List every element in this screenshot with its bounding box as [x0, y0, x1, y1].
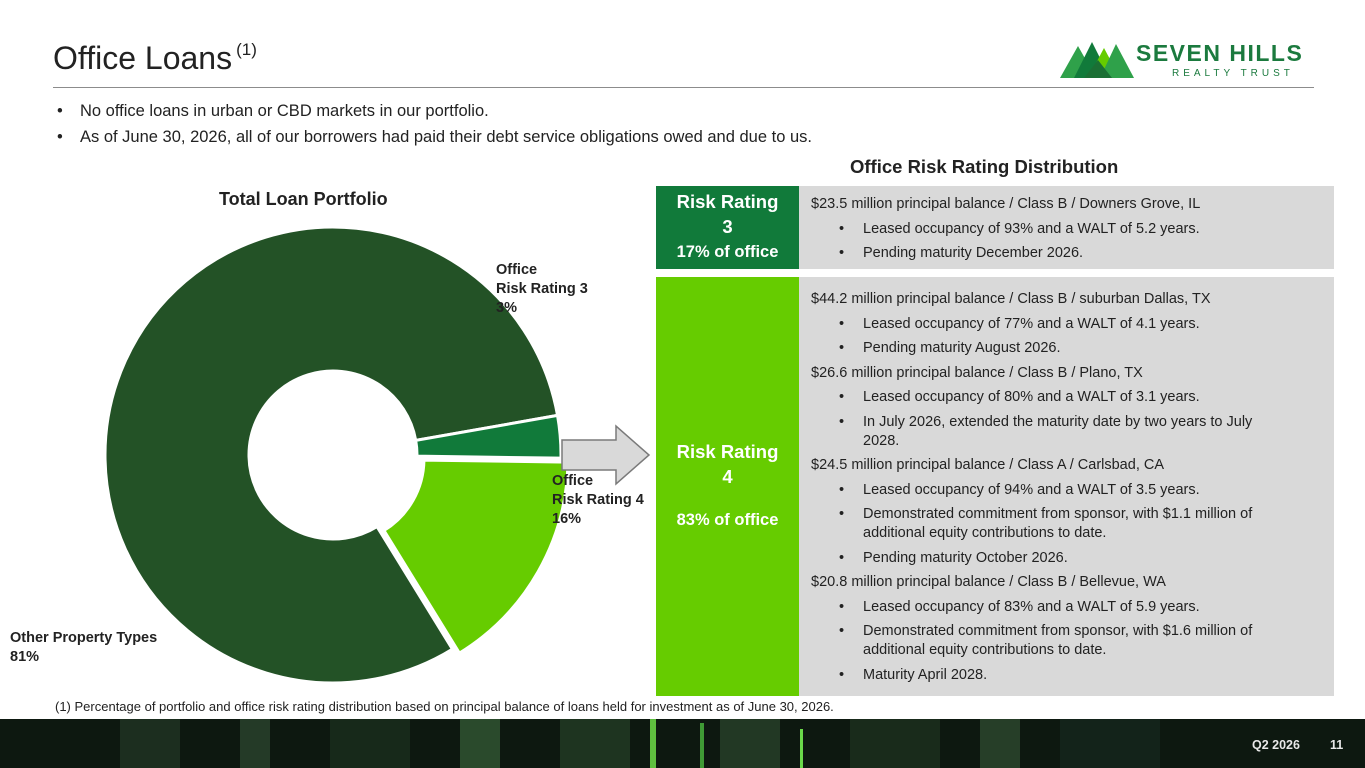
footer-decoration [0, 719, 1365, 768]
rating-number: 3 [722, 216, 733, 237]
right-arrow-icon [561, 424, 651, 486]
title-footnote-ref: (1) [236, 40, 257, 59]
risk-rating-4-box: Risk Rating 4 83% of office [656, 277, 799, 696]
loan-detail-bullet: Pending maturity August 2026. [811, 339, 1322, 358]
risk-rating-3-details: $23.5 million principal balance / Class … [799, 186, 1334, 269]
donut-slice-other-property-types [103, 225, 560, 685]
label-pct: 16% [552, 511, 582, 527]
loan-summary-line: $20.8 million principal balance / Class … [811, 574, 1166, 590]
title-divider [53, 87, 1314, 88]
rating-label: Risk Rating [676, 441, 779, 462]
loan-detail-bullet: Leased occupancy of 94% and a WALT of 3.… [811, 481, 1322, 500]
loan-detail-text: Leased occupancy of 93% and a WALT of 5.… [863, 220, 1200, 237]
loan-detail-bullet: Maturity April 2028. [811, 666, 1322, 685]
loan-detail-text: Pending maturity December 2026. [863, 245, 1084, 261]
loan-detail-text: Pending maturity October 2026. [863, 549, 1068, 566]
loan-detail-bullet: Pending maturity December 2026. [811, 244, 1322, 263]
rating-pct: 83% of office [676, 511, 779, 529]
label-line: Risk Rating 3 [496, 281, 588, 297]
risk-rating-4-details: $44.2 million principal balance / Class … [799, 277, 1334, 696]
footer-quarter: Q2 2026 [1252, 738, 1300, 752]
loan-detail-text: Demonstrated commitment from sponsor, wi… [863, 506, 1253, 522]
loan-detail-bullet: Leased occupancy of 93% and a WALT of 5.… [811, 220, 1322, 239]
loan-detail-bullet: Demonstrated commitment from sponsor, wi… [811, 505, 1322, 543]
loan-detail-bullet: Leased occupancy of 83% and a WALT of 5.… [811, 598, 1322, 617]
risk-rating-3-box: Risk Rating 3 17% of office [656, 186, 799, 269]
rating-label: Risk Rating [676, 191, 779, 212]
logo-subtitle: REALTY TRUST [1172, 68, 1294, 79]
loan-detail-bullet: Demonstrated commitment from sponsor, wi… [811, 622, 1322, 660]
footnote: (1) Percentage of portfolio and office r… [55, 699, 834, 714]
label-pct: 3% [496, 300, 517, 316]
summary-bullets: No office loans in urban or CBD markets … [55, 100, 812, 152]
loan-detail-text: Leased occupancy of 94% and a WALT of 3.… [863, 481, 1200, 498]
label-other-property-types: Other Property Types 81% [10, 629, 157, 667]
label-line: Office [552, 473, 594, 489]
loan-detail-text: 2028. [863, 432, 900, 449]
bullet-item: No office loans in urban or CBD markets … [55, 100, 812, 126]
bullet-item: As of June 30, 2026, all of our borrower… [55, 126, 812, 152]
page-number: 11 [1330, 738, 1344, 752]
loan-detail-bullet: In July 2026, extended the maturity date… [811, 413, 1322, 451]
label-line: Other Property Types [10, 630, 158, 646]
loan-summary-line: $26.6 million principal balance / Class … [811, 364, 1143, 381]
donut-slice-office-risk-rating-4 [381, 458, 570, 656]
loan-detail-text: Leased occupancy of 83% and a WALT of 5.… [863, 598, 1200, 615]
loan-detail-text: Leased occupancy of 80% and a WALT of 3.… [863, 389, 1200, 405]
label-office-risk-3: Office Risk Rating 3 3% [496, 261, 588, 318]
page-title: Office Loans (1) [53, 40, 257, 77]
donut-slice-office-risk-rating-3 [413, 413, 563, 460]
portfolio-donut-chart [103, 225, 570, 685]
label-office-risk-4: Office Risk Rating 4 16% [552, 472, 644, 529]
loan-summary-line: $24.5 million principal balance / Class … [811, 457, 1165, 473]
loan-summary-line: $44.2 million principal balance / Class … [811, 291, 1211, 307]
distribution-title: Office Risk Rating Distribution [850, 156, 1119, 177]
loan-detail-bullet: Leased occupancy of 77% and a WALT of 4.… [811, 315, 1322, 334]
rating-number: 4 [722, 466, 733, 487]
company-logo: SEVEN HILLS REALTY TRUST [1060, 38, 1320, 82]
label-line: Office [496, 262, 538, 278]
chart-title: Total Loan Portfolio [219, 189, 388, 209]
rating-pct: 17% of office [676, 243, 779, 261]
loan-detail-bullet: Pending maturity October 2026. [811, 549, 1322, 568]
page-title-text: Office Loans [53, 40, 233, 76]
mountain-logo-icon [1060, 42, 1134, 78]
loan-detail-text: Maturity April 2028. [863, 666, 988, 683]
loan-detail-bullet: Leased occupancy of 80% and a WALT of 3.… [811, 388, 1322, 407]
loan-summary-line: $23.5 million principal balance / Class … [811, 196, 1201, 212]
label-pct: 81% [10, 649, 40, 665]
footer-band: Q2 2026 11 [0, 719, 1365, 768]
label-line: Risk Rating 4 [552, 492, 644, 508]
logo-name: SEVEN HILLS [1136, 40, 1304, 66]
loan-detail-text: Leased occupancy of 77% and a WALT of 4.… [863, 315, 1200, 332]
loan-detail-text: additional equity contributions to date. [863, 525, 1107, 541]
loan-detail-text: In July 2026, extended the maturity date… [863, 413, 1253, 430]
loan-detail-text: additional equity contributions to date. [863, 642, 1107, 658]
loan-detail-text: Pending maturity August 2026. [863, 340, 1061, 356]
loan-detail-text: Demonstrated commitment from sponsor, wi… [863, 623, 1253, 639]
